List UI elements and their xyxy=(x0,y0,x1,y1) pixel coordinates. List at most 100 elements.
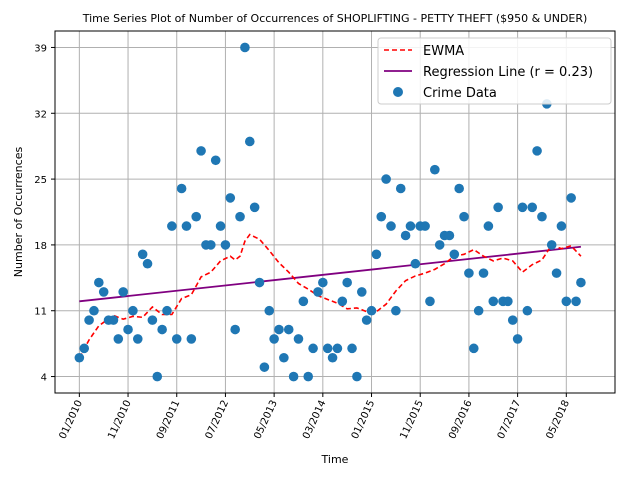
crime-data-point xyxy=(283,324,294,335)
crime-data-point xyxy=(206,240,216,250)
crime-data-point xyxy=(288,371,299,382)
data-points xyxy=(74,42,586,382)
y-tick-label: 4 xyxy=(41,373,47,384)
crime-data-point xyxy=(142,258,153,269)
y-tick-label: 32 xyxy=(34,109,47,120)
regression-layer xyxy=(79,245,582,303)
crime-data-point xyxy=(240,42,250,53)
regression-line xyxy=(79,245,582,303)
crime-data-point xyxy=(264,305,275,316)
crime-data-point xyxy=(478,268,489,278)
legend: EWMA Regression Line (r = 0.23) Crime Da… xyxy=(377,37,612,105)
crime-data-point xyxy=(186,334,197,344)
crime-data-point xyxy=(123,324,133,335)
crime-data-point xyxy=(425,296,435,307)
crime-data-point xyxy=(537,211,547,222)
crime-data-point xyxy=(527,202,538,213)
legend-box xyxy=(377,37,612,105)
crime-data-point xyxy=(430,164,440,175)
crime-data-point xyxy=(464,268,474,278)
crime-data-point xyxy=(546,240,557,250)
crime-data-point xyxy=(244,136,255,147)
crime-data-point xyxy=(191,211,202,222)
crime-data-point xyxy=(235,211,245,222)
chart-title: Time Series Plot of Number of Occurrence… xyxy=(82,12,588,25)
crime-data-point xyxy=(225,193,236,203)
crime-data-point xyxy=(381,174,391,184)
crime-data-point xyxy=(308,343,318,354)
crime-data-point xyxy=(434,240,445,250)
crime-data-point xyxy=(376,211,387,222)
crime-data-point xyxy=(274,324,284,335)
crime-data-point xyxy=(79,343,90,354)
crime-data-point xyxy=(361,315,372,325)
crime-data-point xyxy=(249,202,260,213)
crime-data-point xyxy=(137,249,148,260)
crime-data-point xyxy=(400,230,411,241)
y-tick-label: 18 xyxy=(34,241,47,252)
crime-data-point xyxy=(347,343,357,354)
crime-data-point xyxy=(220,240,231,250)
crime-data-point xyxy=(371,249,382,260)
crime-data-point xyxy=(254,277,265,288)
crime-data-point xyxy=(522,305,533,316)
crime-data-point xyxy=(113,334,124,344)
crime-data-point xyxy=(356,287,367,297)
crime-data-point xyxy=(327,352,338,363)
crime-data-point xyxy=(230,324,240,335)
grid xyxy=(55,31,615,393)
crime-data-point xyxy=(551,268,562,278)
crime-data-point xyxy=(449,249,460,260)
crime-data-point xyxy=(181,221,192,231)
legend-crime-label: Crime Data xyxy=(423,86,497,101)
crime-data-point xyxy=(118,287,128,297)
ewma-line xyxy=(78,233,582,359)
legend-crime-swatch xyxy=(393,87,403,97)
crime-data-point xyxy=(386,221,396,231)
crime-data-point xyxy=(507,315,518,325)
crime-data-point xyxy=(74,352,85,363)
crime-data-point xyxy=(196,146,206,156)
crime-data-point xyxy=(352,371,362,382)
crime-data-point xyxy=(152,371,163,382)
crime-data-point xyxy=(171,334,182,344)
crime-data-point xyxy=(157,324,167,335)
crime-data-point xyxy=(410,258,421,269)
crime-data-point xyxy=(561,296,572,307)
crime-data-point xyxy=(293,334,304,344)
crime-data-point xyxy=(391,305,401,316)
crime-data-point xyxy=(444,230,455,241)
crime-data-point xyxy=(512,334,523,344)
crime-data-point xyxy=(342,277,352,288)
crime-data-point xyxy=(405,221,416,231)
crime-data-point xyxy=(94,277,104,288)
axes-frame xyxy=(54,30,616,394)
crime-data-point xyxy=(84,315,94,325)
crime-data-point xyxy=(454,183,464,194)
crime-data-point xyxy=(459,211,469,222)
crime-data-point xyxy=(503,296,513,307)
crime-data-point xyxy=(332,343,343,354)
crime-data-point xyxy=(89,305,99,316)
crime-data-point xyxy=(147,315,158,325)
crime-data-point xyxy=(279,352,289,363)
crime-data-point xyxy=(337,296,348,307)
crime-data-point xyxy=(473,305,484,316)
y-tick-label: 11 xyxy=(34,307,47,318)
crime-data-point xyxy=(420,221,430,231)
crime-data-point xyxy=(532,146,542,156)
crime-data-point xyxy=(493,202,503,213)
crime-data-point xyxy=(215,221,226,231)
crime-data-point xyxy=(313,287,323,297)
crime-data-point xyxy=(318,277,328,288)
crime-data-point xyxy=(322,343,333,354)
crime-data-point xyxy=(395,183,406,194)
crime-data-point xyxy=(162,305,172,316)
crime-data-point xyxy=(566,193,576,203)
crime-data-point xyxy=(556,221,567,231)
legend-ewma-label: EWMA xyxy=(423,44,464,59)
crime-data-point xyxy=(303,371,314,382)
y-axis-ticks: 4 11 18 25 32 39 xyxy=(34,43,55,384)
y-tick-label: 39 xyxy=(34,43,47,54)
crime-data-point xyxy=(176,183,187,194)
